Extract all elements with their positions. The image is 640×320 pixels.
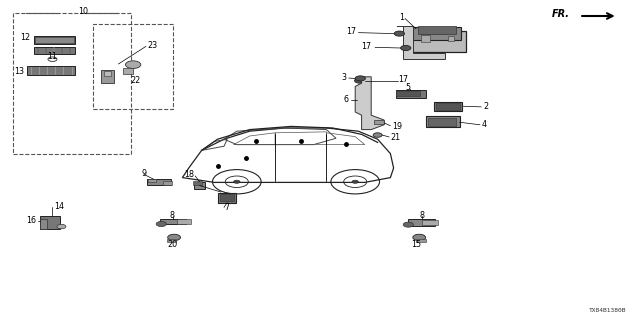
Circle shape [234, 180, 240, 183]
Text: 23: 23 [147, 41, 157, 50]
Text: 8: 8 [420, 211, 425, 220]
Text: 15: 15 [411, 240, 421, 249]
Bar [35, 37, 74, 43]
Bar [418, 26, 456, 34]
Text: 13: 13 [14, 67, 24, 76]
Bar [40, 216, 60, 229]
Text: 17: 17 [346, 28, 356, 36]
Bar [374, 120, 384, 124]
Bar [148, 179, 156, 182]
Bar [412, 31, 466, 52]
Bar [422, 220, 438, 225]
Circle shape [394, 31, 404, 36]
Bar [436, 103, 460, 110]
Text: 9: 9 [141, 169, 147, 178]
Bar [28, 66, 76, 75]
Bar [104, 71, 111, 76]
Bar [34, 36, 76, 44]
Text: 18: 18 [184, 170, 194, 179]
Bar [428, 118, 456, 126]
Bar [421, 35, 431, 42]
Bar [101, 70, 114, 83]
Text: 2: 2 [483, 102, 488, 111]
Circle shape [373, 133, 382, 137]
Bar [34, 47, 76, 54]
Text: 1: 1 [399, 13, 404, 22]
Text: FR.: FR. [552, 9, 570, 20]
Bar [220, 194, 234, 201]
Bar [40, 219, 47, 229]
Circle shape [156, 221, 166, 227]
Text: 11: 11 [47, 52, 58, 61]
Text: TX84B1380B: TX84B1380B [588, 308, 626, 313]
Text: 22: 22 [131, 76, 141, 85]
Bar [123, 68, 133, 74]
Text: 8: 8 [169, 211, 174, 220]
Bar [448, 36, 454, 41]
Circle shape [57, 224, 66, 229]
Text: 14: 14 [54, 202, 64, 211]
Text: 4: 4 [481, 120, 486, 129]
Text: 19: 19 [392, 122, 402, 131]
Bar [417, 239, 426, 242]
Bar [396, 91, 420, 96]
Text: 16: 16 [26, 216, 36, 225]
Circle shape [125, 61, 141, 68]
Circle shape [413, 234, 426, 241]
Text: 17: 17 [361, 42, 371, 51]
Text: 7: 7 [224, 204, 229, 212]
Text: 6: 6 [344, 95, 349, 104]
Polygon shape [355, 77, 384, 130]
Text: 21: 21 [390, 133, 401, 142]
Circle shape [355, 76, 365, 81]
Polygon shape [397, 26, 445, 59]
Text: 5: 5 [406, 84, 411, 92]
Circle shape [403, 222, 413, 227]
Circle shape [168, 234, 180, 241]
Circle shape [401, 45, 411, 51]
Text: 12: 12 [20, 33, 31, 42]
Bar [163, 181, 172, 185]
Bar [408, 219, 435, 226]
Bar [193, 181, 202, 185]
Bar [147, 179, 171, 185]
Bar [177, 219, 191, 224]
Bar [218, 193, 236, 203]
Text: 10: 10 [78, 7, 88, 16]
Text: 3: 3 [342, 73, 347, 82]
Bar [396, 90, 426, 99]
Bar [194, 182, 205, 189]
Bar [426, 116, 460, 127]
Bar [166, 239, 177, 242]
Circle shape [355, 78, 365, 83]
Text: 20: 20 [168, 240, 178, 249]
Circle shape [352, 180, 358, 183]
Text: 17: 17 [398, 76, 408, 84]
Bar [93, 24, 173, 109]
Bar [413, 27, 461, 40]
Bar [13, 13, 131, 154]
Bar [160, 219, 186, 224]
Bar [434, 102, 463, 111]
